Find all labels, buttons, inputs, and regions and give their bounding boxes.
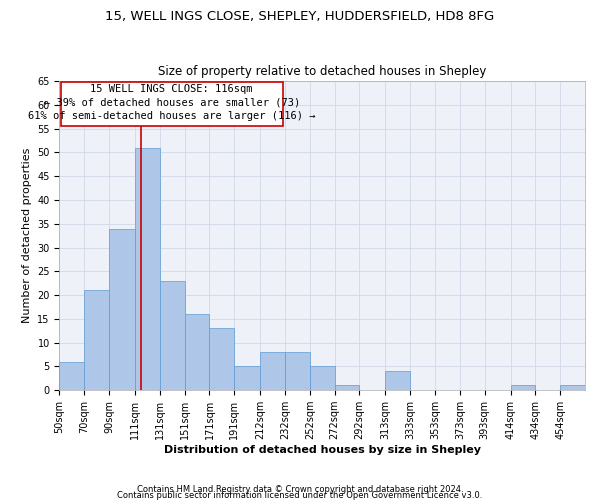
Bar [135,148,160,390]
Text: 15, WELL INGS CLOSE, SHEPLEY, HUDDERSFIELD, HD8 8FG: 15, WELL INGS CLOSE, SHEPLEY, HUDDERSFIE… [106,10,494,23]
Bar [59,362,84,390]
Text: 15 WELL INGS CLOSE: 116sqm: 15 WELL INGS CLOSE: 116sqm [91,84,253,94]
Bar [234,366,260,390]
Y-axis label: Number of detached properties: Number of detached properties [22,148,32,324]
Bar [285,352,310,390]
Title: Size of property relative to detached houses in Shepley: Size of property relative to detached ho… [158,66,487,78]
Bar [160,281,185,390]
Bar [335,386,359,390]
Bar [560,386,585,390]
Bar [84,290,109,390]
Bar [385,371,410,390]
Bar [109,228,135,390]
Text: ← 39% of detached houses are smaller (73): ← 39% of detached houses are smaller (73… [44,98,300,108]
Bar [511,386,535,390]
Bar [209,328,234,390]
Bar [310,366,335,390]
Bar [185,314,209,390]
Bar [260,352,285,390]
Text: Contains public sector information licensed under the Open Government Licence v3: Contains public sector information licen… [118,490,482,500]
Text: Contains HM Land Registry data © Crown copyright and database right 2024.: Contains HM Land Registry data © Crown c… [137,484,463,494]
FancyBboxPatch shape [61,82,283,126]
Text: 61% of semi-detached houses are larger (116) →: 61% of semi-detached houses are larger (… [28,112,316,122]
X-axis label: Distribution of detached houses by size in Shepley: Distribution of detached houses by size … [164,445,481,455]
